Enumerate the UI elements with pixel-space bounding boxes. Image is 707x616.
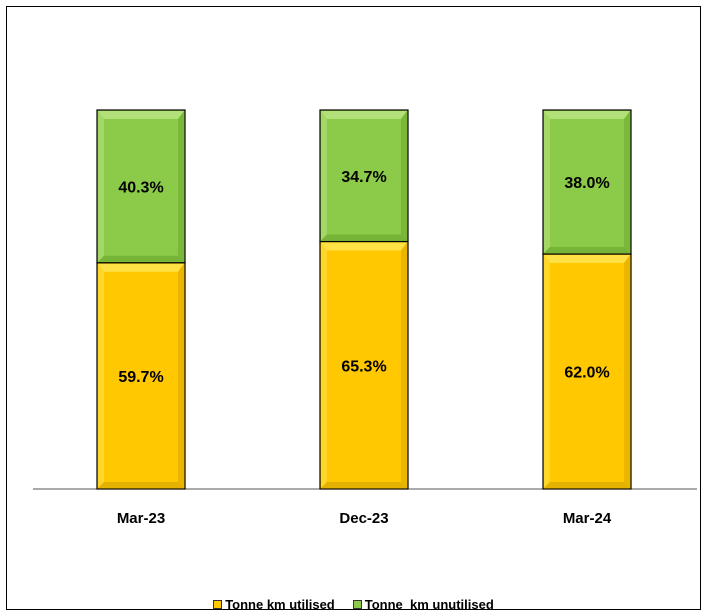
bar-bevel-bottom-unutilised-mar-24 xyxy=(544,247,630,254)
bar-utilised-mar-23 xyxy=(96,262,186,490)
data-label-unutilised-mar-23: 40.3% xyxy=(118,179,163,196)
legend-item-unutilised: Tonne km unutilised xyxy=(352,597,494,612)
bar-bevel-right-utilised-dec-23 xyxy=(401,242,407,488)
data-label-utilised-mar-23: 59.7% xyxy=(118,369,163,386)
bar-bevel-top-utilised-mar-23 xyxy=(98,263,184,272)
bar-bevel-right-utilised-mar-23 xyxy=(178,263,184,488)
chart-legend: Tonne km utilised Tonne km unutilised xyxy=(0,597,707,612)
bar-bevel-left-unutilised-mar-24 xyxy=(544,111,550,254)
legend-swatch-unutilised xyxy=(352,600,362,609)
data-label-unutilised-dec-23: 34.7% xyxy=(341,169,386,186)
x-tick-label-mar-23: Mar-23 xyxy=(117,510,165,527)
bar-unutilised-mar-24 xyxy=(542,109,632,255)
bar-bevel-left-utilised-dec-23 xyxy=(321,242,327,488)
bar-bevel-right-utilised-mar-24 xyxy=(624,255,630,488)
bar-bevel-left-unutilised-dec-23 xyxy=(321,111,327,241)
x-tick-label-dec-23: Dec-23 xyxy=(339,510,388,527)
data-label-utilised-dec-23: 65.3% xyxy=(341,358,386,375)
bar-bevel-left-utilised-mar-24 xyxy=(544,255,550,488)
data-label-unutilised-mar-24: 38.0% xyxy=(564,175,609,192)
bar-unutilised-dec-23 xyxy=(319,109,409,243)
bar-bevel-bottom-unutilised-mar-23 xyxy=(98,255,184,262)
bar-unutilised-mar-23 xyxy=(96,109,186,264)
bar-bevel-top-unutilised-mar-23 xyxy=(98,111,184,119)
bar-bevel-left-utilised-mar-23 xyxy=(98,263,104,488)
bar-bevel-right-unutilised-dec-23 xyxy=(401,111,407,241)
bar-bevel-left-unutilised-mar-23 xyxy=(98,111,104,262)
bar-utilised-dec-23 xyxy=(319,240,409,490)
legend-item-utilised: Tonne km utilised xyxy=(213,597,335,612)
bar-bevel-top-unutilised-mar-24 xyxy=(544,111,630,119)
legend-label-unutilised: Tonne km unutilised xyxy=(364,597,494,612)
bar-bevel-right-unutilised-mar-24 xyxy=(624,111,630,254)
x-tick-label-mar-24: Mar-24 xyxy=(563,510,612,527)
bar-bevel-top-utilised-mar-24 xyxy=(544,255,630,264)
legend-swatch-utilised xyxy=(213,600,223,609)
bar-bevel-bottom-utilised-mar-23 xyxy=(98,482,184,488)
bar-bevel-bottom-utilised-dec-23 xyxy=(321,482,407,488)
legend-label-utilised: Tonne km utilised xyxy=(225,597,335,612)
bar-bevel-top-unutilised-dec-23 xyxy=(321,111,407,119)
bar-bevel-right-unutilised-mar-23 xyxy=(178,111,184,262)
bar-utilised-mar-24 xyxy=(542,253,632,490)
bar-bevel-top-utilised-dec-23 xyxy=(321,242,407,251)
bar-bevel-bottom-utilised-mar-24 xyxy=(544,482,630,488)
bar-bevel-bottom-unutilised-dec-23 xyxy=(321,234,407,241)
data-label-utilised-mar-24: 62.0% xyxy=(564,365,609,382)
